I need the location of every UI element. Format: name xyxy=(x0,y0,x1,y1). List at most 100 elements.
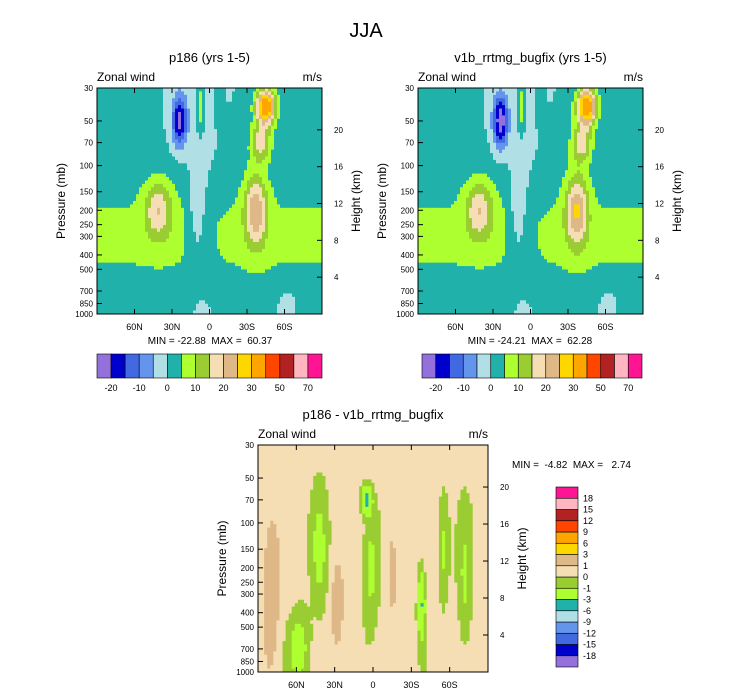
heatmap-cell xyxy=(310,310,314,315)
heatmap-cell xyxy=(124,108,128,113)
heatmap-cell xyxy=(253,135,257,140)
heatmap-cell xyxy=(124,276,128,281)
heatmap-cell xyxy=(244,293,248,298)
heatmap-cell xyxy=(283,190,287,195)
heatmap-cell xyxy=(289,197,293,202)
heatmap-cell xyxy=(100,218,104,222)
heatmap-cell xyxy=(154,180,158,185)
heatmap-cell xyxy=(178,146,182,150)
heatmap-cell xyxy=(190,115,194,120)
heatmap-cell xyxy=(217,296,221,301)
heatmap-cell xyxy=(220,228,224,233)
heatmap-cell xyxy=(268,156,272,161)
heatmap-cell xyxy=(241,125,245,130)
heatmap-cell xyxy=(190,101,194,106)
heatmap-cell xyxy=(175,266,179,270)
heatmap-cell xyxy=(262,248,266,253)
heatmap-cell xyxy=(175,290,179,294)
heatmap-cell xyxy=(151,252,155,257)
heatmap-cell xyxy=(241,221,245,226)
heatmap-cell xyxy=(205,122,209,127)
heatmap-cell xyxy=(310,255,314,260)
heatmap-cell xyxy=(148,224,152,229)
heatmap-cell xyxy=(289,290,293,294)
heatmap-cell xyxy=(244,125,248,130)
heatmap-cell xyxy=(190,156,194,161)
heatmap-cell xyxy=(226,307,230,311)
heatmap-cell xyxy=(250,269,254,274)
heatmap-cell xyxy=(172,276,176,281)
heatmap-cell xyxy=(292,283,296,287)
heatmap-cell xyxy=(211,272,215,277)
heatmap-cell xyxy=(244,163,248,168)
heatmap-cell xyxy=(112,108,116,113)
heatmap-cell xyxy=(298,197,302,202)
heatmap-cell xyxy=(199,279,203,284)
heatmap-cell xyxy=(157,231,161,236)
heatmap-cell xyxy=(190,310,194,315)
heatmap-cell xyxy=(253,201,257,205)
heatmap-cell xyxy=(202,153,206,157)
heatmap-cell xyxy=(313,132,317,137)
heatmap-cell xyxy=(136,218,140,222)
heatmap-cell xyxy=(130,105,134,109)
heatmap-cell xyxy=(238,262,242,267)
heatmap-cell xyxy=(106,149,110,154)
heatmap-cell xyxy=(265,228,269,233)
heatmap-cell xyxy=(319,211,323,216)
heatmap-cell xyxy=(226,190,230,195)
heatmap-cell xyxy=(235,180,239,185)
heatmap-cell xyxy=(148,194,152,198)
heatmap-cell xyxy=(100,248,104,253)
heatmap-cell xyxy=(292,245,296,250)
heatmap-cell xyxy=(235,269,239,274)
heatmap-cell xyxy=(106,156,110,161)
heatmap-cell xyxy=(247,303,251,308)
heatmap-cell xyxy=(286,221,290,226)
heatmap-cell xyxy=(301,153,305,157)
heatmap-cell xyxy=(202,187,206,192)
heatmap-cell xyxy=(304,248,308,253)
heatmap-cell xyxy=(109,235,113,240)
heatmap-cell xyxy=(217,111,221,116)
heatmap-cell xyxy=(148,283,152,287)
heatmap-cell xyxy=(178,159,182,164)
heatmap-cell xyxy=(307,91,311,96)
heatmap-cell xyxy=(274,135,278,140)
heatmap-cell xyxy=(163,146,167,150)
heatmap-cell xyxy=(202,262,206,267)
heatmap-cell xyxy=(124,266,128,270)
heatmap-cell xyxy=(172,262,176,267)
heatmap-cell xyxy=(241,214,245,219)
heatmap-cell xyxy=(205,293,209,298)
heatmap-cell xyxy=(250,159,254,164)
heatmap-cell xyxy=(166,88,170,92)
heatmap-cell xyxy=(316,163,320,168)
heatmap-cell xyxy=(313,125,317,130)
heatmap-cell xyxy=(232,125,236,130)
heatmap-cell xyxy=(199,290,203,294)
heatmap-cell xyxy=(184,228,188,233)
heatmap-cell xyxy=(301,266,305,270)
heatmap-cell xyxy=(214,88,218,92)
heatmap-cell xyxy=(205,303,209,308)
heatmap-cell xyxy=(136,310,140,315)
heatmap-cell xyxy=(316,269,320,274)
heatmap-cell xyxy=(292,170,296,174)
heatmap-cell xyxy=(283,156,287,161)
heatmap-cell xyxy=(307,290,311,294)
heatmap-cell xyxy=(229,149,233,154)
heatmap-cell xyxy=(256,218,260,222)
heatmap-cell xyxy=(121,238,125,243)
heatmap-cell xyxy=(283,187,287,192)
heatmap-cell xyxy=(184,91,188,96)
heatmap-cell xyxy=(304,115,308,120)
heatmap-cell xyxy=(121,259,125,263)
heatmap-cell xyxy=(277,266,281,270)
heatmap-cell xyxy=(238,228,242,233)
heatmap-cell xyxy=(229,177,233,181)
heatmap-cell xyxy=(235,101,239,106)
heatmap-cell xyxy=(226,118,230,123)
heatmap-cell xyxy=(181,115,185,120)
heatmap-cell xyxy=(241,183,245,188)
